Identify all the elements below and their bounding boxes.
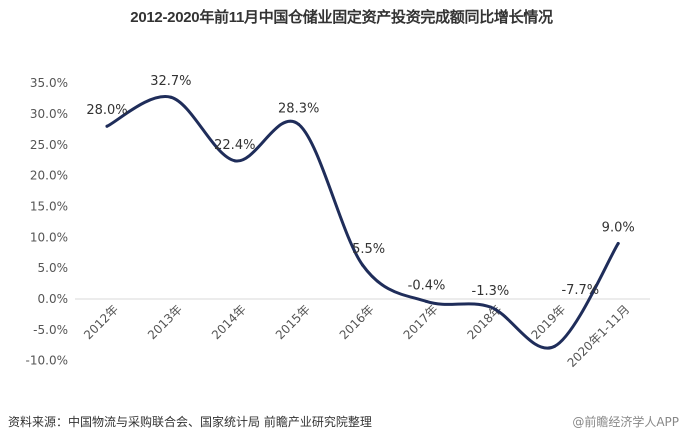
data-point <box>297 122 301 126</box>
data-point <box>361 263 365 267</box>
data-label: -7.7% <box>561 283 599 298</box>
y-tick-label: -10.0% <box>26 354 68 368</box>
data-label: 5.5% <box>352 242 385 257</box>
y-tick-label: 35.0% <box>30 76 68 90</box>
x-tick-label: 2019年 <box>528 302 568 342</box>
data-label: 32.7% <box>150 74 191 89</box>
y-tick-label: 20.0% <box>30 169 68 183</box>
y-tick-label: 5.0% <box>38 261 69 275</box>
y-tick-label: 15.0% <box>30 199 68 213</box>
data-point <box>616 241 620 245</box>
data-label: -1.3% <box>472 284 510 299</box>
y-tick-label: 30.0% <box>30 107 68 121</box>
data-point <box>233 159 237 163</box>
y-tick-label: 10.0% <box>30 230 68 244</box>
x-tick-label: 2014年 <box>209 302 249 342</box>
source-note: 资料来源：中国物流与采购联合会、国家统计局 前瞻产业研究院整理 <box>8 415 372 429</box>
data-label: 22.4% <box>214 138 255 153</box>
x-tick-label: 2012年 <box>81 302 121 342</box>
chart-title: 2012-2020年前11月中国仓储业固定资产投资完成额同比增长情况 <box>130 9 553 26</box>
x-tick-label: 2013年 <box>145 302 185 342</box>
data-point <box>169 95 173 99</box>
y-tick-label: 25.0% <box>30 138 68 152</box>
data-point <box>105 124 109 128</box>
credit-note: @前瞻经济学人APP <box>572 415 679 429</box>
y-tick-label: 0.0% <box>38 292 69 306</box>
data-point <box>488 305 492 309</box>
x-tick-label: 2017年 <box>401 302 441 342</box>
series-line <box>105 95 620 350</box>
data-label: 9.0% <box>602 220 635 235</box>
data-label: 28.3% <box>278 101 319 116</box>
x-tick-label: 2016年 <box>337 302 377 342</box>
x-tick-label: 2020年1-11月 <box>565 302 633 370</box>
data-point <box>425 299 428 303</box>
data-point <box>552 345 556 349</box>
y-tick-label: -5.0% <box>33 323 68 337</box>
x-tick-label: 2018年 <box>465 302 505 342</box>
data-label: 28.0% <box>86 103 127 118</box>
data-label: -0.4% <box>408 278 446 293</box>
x-tick-label: 2015年 <box>273 302 313 342</box>
